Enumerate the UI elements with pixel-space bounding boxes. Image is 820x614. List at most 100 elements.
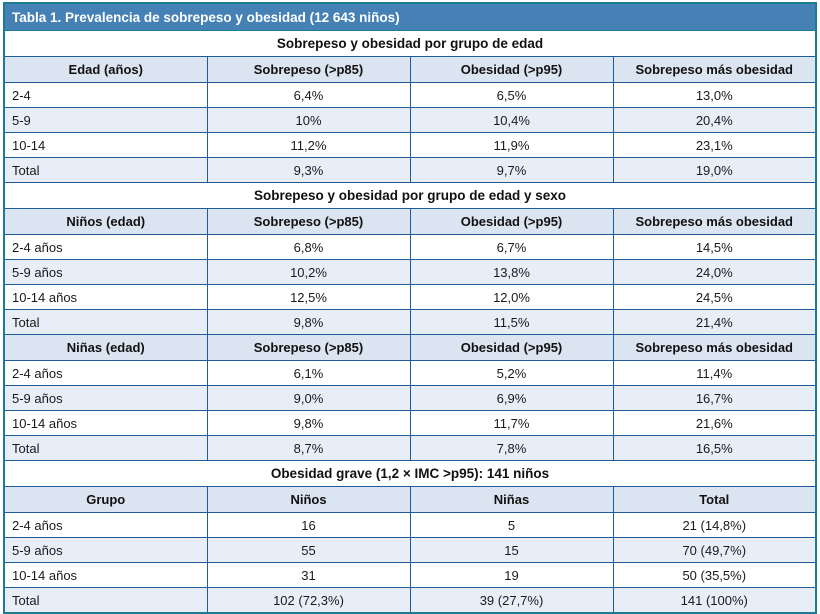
- column-header-cell: Edad (años): [3, 56, 208, 83]
- table-cell: 102 (72,3%): [206, 587, 411, 614]
- table-cell: 6,7%: [409, 234, 614, 260]
- table-cell: 6,9%: [409, 385, 614, 411]
- table-body: Tabla 1. Prevalencia de sobrepeso y obes…: [3, 2, 817, 614]
- table-row: 10-14 años 12,5% 12,0% 24,5%: [3, 284, 817, 310]
- table-row: Total 102 (72,3%) 39 (27,7%) 141 (100%): [3, 587, 817, 614]
- table-row: 5-9 10% 10,4% 20,4%: [3, 107, 817, 133]
- table-cell: Total: [3, 587, 208, 614]
- table-row: 2-4 años 6,1% 5,2% 11,4%: [3, 360, 817, 386]
- column-header-row: Niñas (edad) Sobrepeso (>p85) Obesidad (>p…: [3, 334, 817, 361]
- column-header-cell: Niños: [206, 486, 411, 513]
- table-cell: 16,7%: [612, 385, 817, 411]
- table-cell: 11,9%: [409, 132, 614, 158]
- column-header-cell: Sobrepeso (>p85): [206, 56, 411, 83]
- table-cell: 50 (35,5%): [612, 562, 817, 588]
- section-header: Sobrepeso y obesidad por grupo de edad: [3, 30, 817, 57]
- column-header-cell: Total: [612, 486, 817, 513]
- table-cell: 5-9 años: [3, 259, 208, 285]
- table-cell: 10,2%: [206, 259, 411, 285]
- table-cell: 19,0%: [612, 157, 817, 183]
- table-cell: 6,4%: [206, 82, 411, 108]
- table-cell: 24,0%: [612, 259, 817, 285]
- table-cell: 19: [409, 562, 614, 588]
- section-header: Obesidad grave (1,2 × IMC >p95): 141 niñ…: [3, 460, 817, 487]
- table-cell: 16: [206, 512, 411, 538]
- table-cell: 10-14 años: [3, 410, 208, 436]
- table-cell: 9,8%: [206, 410, 411, 436]
- table-cell: 11,4%: [612, 360, 817, 386]
- table-cell: 9,8%: [206, 309, 411, 335]
- prevalence-table: Tabla 1. Prevalencia de sobrepeso y obes…: [3, 2, 817, 614]
- column-header-row: Niños (edad) Sobrepeso (>p85) Obesidad (>p…: [3, 208, 817, 235]
- column-header-cell: Sobrepeso más obesidad: [612, 208, 817, 235]
- column-header-cell: Niñas (edad): [3, 334, 208, 361]
- column-header-cell: Obesidad (>p95): [409, 56, 614, 83]
- column-header-row: Edad (años) Sobrepeso (>p85) Obesidad (>p9…: [3, 56, 817, 83]
- column-header-cell: Sobrepeso (>p85): [206, 208, 411, 235]
- table-cell: 11,2%: [206, 132, 411, 158]
- table-cell: 23,1%: [612, 132, 817, 158]
- table-title-text: Prevalencia de sobrepeso y obesidad (12 …: [61, 9, 400, 25]
- table-cell: 21,6%: [612, 410, 817, 436]
- column-header-cell: Sobrepeso más obesidad: [612, 56, 817, 83]
- table-cell: 8,7%: [206, 435, 411, 461]
- section-header-row: Sobrepeso y obesidad por grupo de edad: [3, 30, 817, 57]
- table-row: Total 9,8% 11,5% 21,4%: [3, 309, 817, 335]
- table-cell: 5-9 años: [3, 385, 208, 411]
- column-header-row: Grupo Niños Niñas Total: [3, 486, 817, 513]
- column-header-cell: Grupo: [3, 486, 208, 513]
- table-row: 10-14 11,2% 11,9% 23,1%: [3, 132, 817, 158]
- table-cell: 12,0%: [409, 284, 614, 310]
- table-cell: 5-9 años: [3, 537, 208, 563]
- table-row: 10-14 años 31 19 50 (35,5%): [3, 562, 817, 588]
- column-header-cell: Sobrepeso (>p85): [206, 334, 411, 361]
- table-cell: 6,1%: [206, 360, 411, 386]
- table-cell: 12,5%: [206, 284, 411, 310]
- table-cell: 15: [409, 537, 614, 563]
- table-cell: 9,7%: [409, 157, 614, 183]
- table-cell: 24,5%: [612, 284, 817, 310]
- table-cell: 10-14 años: [3, 284, 208, 310]
- table-title: Tabla 1. Prevalencia de sobrepeso y obes…: [3, 2, 817, 31]
- table-cell: 39 (27,7%): [409, 587, 614, 614]
- table-cell: 2-4 años: [3, 234, 208, 260]
- column-header-cell: Sobrepeso más obesidad: [612, 334, 817, 361]
- table-cell: 10,4%: [409, 107, 614, 133]
- table-cell: 141 (100%): [612, 587, 817, 614]
- table-cell: 5-9: [3, 107, 208, 133]
- table-cell: 13,0%: [612, 82, 817, 108]
- table-row: 5-9 años 9,0% 6,9% 16,7%: [3, 385, 817, 411]
- table-cell: 16,5%: [612, 435, 817, 461]
- table-cell: 20,4%: [612, 107, 817, 133]
- table-title-row: Tabla 1. Prevalencia de sobrepeso y obes…: [3, 2, 817, 31]
- table-cell: Total: [3, 309, 208, 335]
- column-header-cell: Niñas: [409, 486, 614, 513]
- table-cell: 2-4: [3, 82, 208, 108]
- table-cell: 7,8%: [409, 435, 614, 461]
- column-header-cell: Obesidad (>p95): [409, 334, 614, 361]
- prevalence-table-container: Tabla 1. Prevalencia de sobrepeso y obes…: [3, 2, 817, 614]
- table-title-prefix: Tabla 1.: [12, 9, 62, 25]
- table-cell: 55: [206, 537, 411, 563]
- table-cell: 14,5%: [612, 234, 817, 260]
- table-row: 10-14 años 9,8% 11,7% 21,6%: [3, 410, 817, 436]
- table-cell: 21,4%: [612, 309, 817, 335]
- table-cell: Total: [3, 157, 208, 183]
- table-cell: 11,5%: [409, 309, 614, 335]
- table-cell: 11,7%: [409, 410, 614, 436]
- table-row: 5-9 años 10,2% 13,8% 24,0%: [3, 259, 817, 285]
- table-cell: 6,5%: [409, 82, 614, 108]
- table-cell: 9,0%: [206, 385, 411, 411]
- table-row: 5-9 años 55 15 70 (49,7%): [3, 537, 817, 563]
- table-cell: 5,2%: [409, 360, 614, 386]
- table-cell: 6,8%: [206, 234, 411, 260]
- table-cell: Total: [3, 435, 208, 461]
- table-cell: 21 (14,8%): [612, 512, 817, 538]
- table-cell: 10-14: [3, 132, 208, 158]
- table-row: 2-4 6,4% 6,5% 13,0%: [3, 82, 817, 108]
- table-cell: 13,8%: [409, 259, 614, 285]
- table-cell: 10-14 años: [3, 562, 208, 588]
- column-header-cell: Obesidad (>p95): [409, 208, 614, 235]
- table-row: 2-4 años 6,8% 6,7% 14,5%: [3, 234, 817, 260]
- section-header: Sobrepeso y obesidad por grupo de edad y…: [3, 182, 817, 209]
